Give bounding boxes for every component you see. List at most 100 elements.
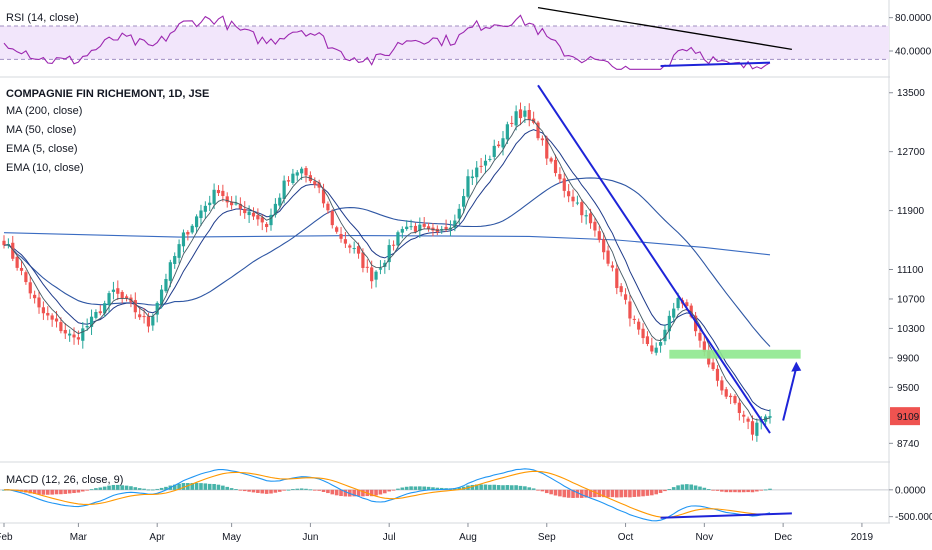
candle-body	[348, 245, 352, 248]
macd-hist-bar	[76, 489, 81, 493]
candle-body	[628, 301, 632, 319]
macd-hist-bar	[536, 489, 540, 491]
price-axis: 13500 12700 11900 11100 10700 10300 9900 9500 87…	[889, 88, 925, 450]
candle-body	[103, 303, 107, 314]
macd-hist-bar	[137, 488, 142, 490]
macd-hist-bar	[94, 488, 98, 490]
macd-hist-bar	[339, 489, 343, 497]
candle-body	[724, 389, 728, 397]
candle-body	[593, 221, 597, 231]
candle-body	[514, 111, 518, 126]
macd-hist-bar	[706, 489, 711, 490]
candle-body	[273, 203, 277, 215]
time-axis: Feb Mar Apr May Jun Jul Aug Sep Oct Nov Dec 2019	[0, 523, 873, 543]
macd-hist-bar	[129, 486, 133, 490]
macd-hist-bar	[164, 486, 168, 490]
candle-body	[422, 223, 426, 227]
macd-hist-bar	[317, 489, 321, 491]
candle-body	[510, 122, 514, 124]
macd-hist-bar	[518, 485, 523, 490]
macd-hist-bar	[151, 489, 155, 491]
chart-title: COMPAGNIE FIN RICHEMONT, 1D, JSE	[6, 88, 209, 100]
time-axis-label: Oct	[618, 532, 634, 543]
candle-body	[286, 180, 291, 182]
price-panel: COMPAGNIE FIN RICHEMONT, 1D, JSE MA (200…	[2, 84, 925, 450]
macd-hist-bar	[571, 489, 575, 498]
candle-body	[11, 242, 15, 259]
macd-hist-bar	[724, 489, 729, 493]
candle-body	[693, 315, 698, 332]
candle-body	[63, 329, 67, 334]
macd-hist-bar	[759, 489, 764, 491]
macd-hist-bar	[549, 489, 553, 495]
candle-body	[689, 305, 693, 317]
candle-body	[405, 226, 409, 229]
candle-body	[387, 245, 391, 263]
macd-hist-bar	[470, 484, 475, 490]
candle-body	[168, 262, 172, 281]
macd-axis: 0.0000 -500.0000	[889, 485, 932, 523]
candle-body	[203, 205, 207, 212]
macd-hist-bar	[361, 489, 365, 497]
macd-hist-bar	[711, 489, 715, 491]
candle-body	[181, 232, 186, 247]
candle-body	[571, 196, 575, 202]
legend-ma200: MA (200, close)	[6, 105, 82, 117]
legend-ma50: MA (50, close)	[6, 124, 76, 136]
candle-body	[15, 256, 19, 268]
macd-hist-bar	[654, 489, 658, 495]
macd-hist-bar	[299, 488, 304, 490]
macd-hist-bar	[277, 489, 282, 492]
price-trend-line	[537, 84, 771, 434]
macd-hist-bar	[737, 489, 742, 493]
candle-body	[291, 173, 295, 184]
macd-hist-bar	[685, 484, 689, 490]
macd-hist-bar	[107, 485, 111, 490]
macd-hist-bar	[623, 489, 628, 498]
rsi-line	[3, 14, 771, 70]
candle-body	[483, 160, 488, 166]
candle-body	[584, 215, 588, 217]
candle-body	[501, 138, 505, 148]
macd-hist-bar	[89, 489, 94, 491]
macd-hist-bar	[291, 489, 295, 490]
candle-body	[247, 211, 251, 216]
candle-body	[85, 325, 89, 328]
candle-body	[409, 226, 413, 228]
macd-hist-bar	[45, 489, 50, 495]
candle-body	[352, 248, 356, 250]
macd-hist-bar	[37, 489, 41, 495]
candle-body	[107, 293, 111, 306]
candle-body	[650, 345, 654, 352]
candle-body	[488, 158, 492, 160]
macd-hist-bar	[601, 489, 606, 498]
macd-hist-bar	[558, 489, 562, 497]
macd-hist-bar	[80, 489, 85, 492]
candle-body	[497, 144, 501, 147]
candle-body	[317, 182, 321, 188]
macd-hist-bar	[755, 489, 759, 492]
candle-body	[54, 318, 59, 322]
macd-hist-bar	[85, 489, 89, 491]
macd-hist-bar	[418, 486, 422, 490]
candle-body	[505, 124, 509, 140]
macd-hist-bar	[435, 487, 440, 490]
macd-hist-bar	[693, 485, 698, 490]
candle-body	[208, 202, 212, 206]
macd-tick-label: -500.0000	[895, 512, 932, 523]
candle-body	[343, 239, 348, 244]
rsi-tick-label: 80.0000	[895, 13, 932, 24]
time-axis-label: 2019	[851, 532, 874, 543]
macd-hist-bar	[562, 489, 567, 498]
candle-body	[221, 190, 225, 197]
candle-body	[225, 196, 229, 203]
candle-body	[523, 110, 527, 117]
candle-body	[746, 418, 750, 422]
candle-body	[199, 210, 203, 219]
candle-body	[470, 176, 474, 179]
macd-hist-bar	[540, 489, 545, 492]
candle-body	[256, 215, 260, 220]
time-axis-label: Nov	[695, 532, 713, 543]
candle-body	[234, 203, 238, 205]
macd-hist-bar	[505, 485, 510, 490]
